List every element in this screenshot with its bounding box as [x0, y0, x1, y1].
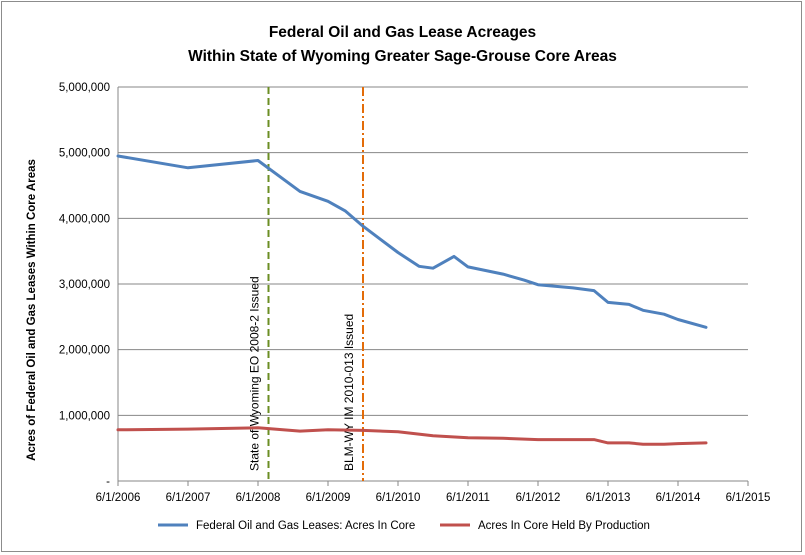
y-tick-label: 2,000,000: [59, 345, 110, 357]
x-tick-label: 6/1/2014: [656, 492, 701, 504]
x-tick-label: 6/1/2013: [586, 492, 631, 504]
x-tick-label: 6/1/2015: [726, 492, 771, 504]
x-tick-label: 6/1/2006: [96, 492, 141, 504]
x-tick-label: 6/1/2010: [376, 492, 421, 504]
series-line-held-by-production: [116, 426, 708, 446]
annotation-label: BLM-WY IM 2010-013 Issued: [342, 314, 356, 471]
y-tick-label: 1,000,000: [59, 410, 110, 422]
x-tick-label: 6/1/2011: [446, 492, 490, 504]
x-tick-label: 6/1/2012: [516, 492, 561, 504]
chart-subtitle: Within State of Wyoming Greater Sage-Gro…: [188, 48, 617, 65]
x-tick-label: 6/1/2007: [166, 492, 211, 504]
annotation-label: State of Wyoming EO 2008-2 Issued: [248, 276, 262, 471]
series-line-acres-in-core: [116, 154, 708, 329]
y-tick-label: 5,000,000: [59, 148, 110, 160]
x-tick-label: 6/1/2008: [236, 492, 281, 504]
legend-label: Acres In Core Held By Production: [478, 520, 650, 532]
y-tick-label: 3,000,000: [59, 279, 110, 291]
x-tick-label: 6/1/2009: [306, 492, 351, 504]
legend-label: Federal Oil and Gas Leases: Acres In Cor…: [196, 520, 415, 532]
y-tick-label: 5,000,000: [59, 82, 110, 94]
chart-title: Federal Oil and Gas Lease Acreages: [268, 24, 537, 41]
y-tick-label: 4,000,000: [59, 213, 110, 225]
y-tick-label: -: [106, 476, 110, 488]
